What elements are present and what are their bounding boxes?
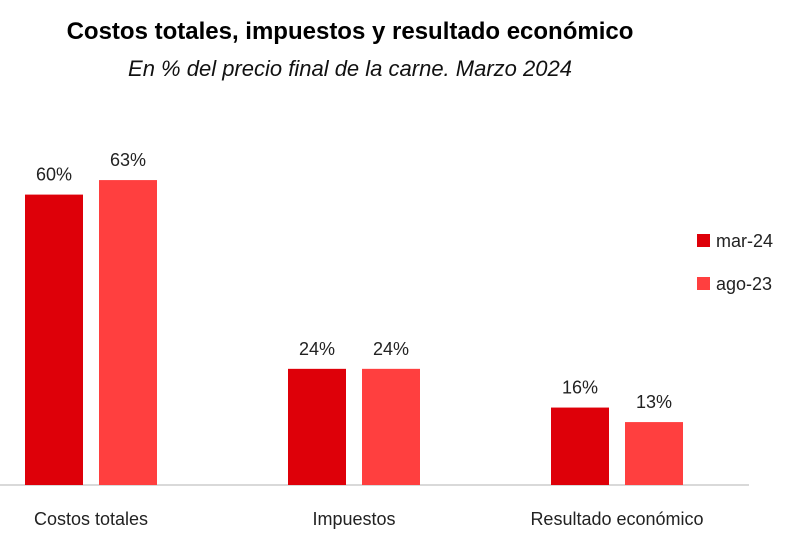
bar-mar-24-1 (288, 368, 346, 485)
legend-label: mar-24 (716, 231, 773, 251)
data-label: 16% (562, 378, 598, 398)
data-label: 13% (636, 392, 672, 412)
bar-ago-23-0 (99, 180, 157, 485)
category-label: Impuestos (312, 509, 395, 529)
category-label: Costos totales (34, 509, 148, 529)
legend-swatch-ago-23 (697, 277, 710, 290)
bar-ago-23-2 (625, 422, 683, 485)
chart-subtitle: En % del precio final de la carne. Marzo… (128, 56, 572, 81)
category-label: Resultado económico (530, 509, 703, 529)
bar-mar-24-2 (551, 407, 609, 485)
data-label: 24% (299, 339, 335, 359)
data-label: 60% (36, 165, 72, 185)
chart-title: Costos totales, impuestos y resultado ec… (66, 18, 634, 45)
legend-label: ago-23 (716, 274, 772, 294)
data-label: 24% (373, 339, 409, 359)
bar-mar-24-0 (25, 194, 83, 485)
bar-ago-23-1 (362, 368, 420, 485)
legend-swatch-mar-24 (697, 234, 710, 247)
data-label: 63% (110, 150, 146, 170)
